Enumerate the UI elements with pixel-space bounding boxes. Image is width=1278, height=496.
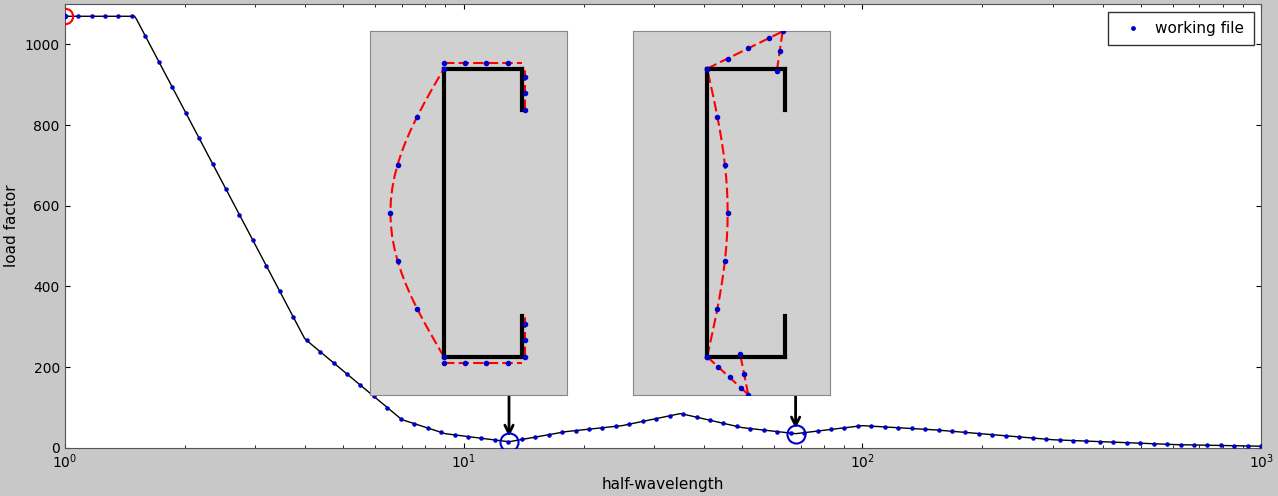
Legend: working file: working file xyxy=(1108,12,1254,45)
X-axis label: half-wavelength: half-wavelength xyxy=(602,477,725,492)
Y-axis label: load factor: load factor xyxy=(4,185,19,267)
